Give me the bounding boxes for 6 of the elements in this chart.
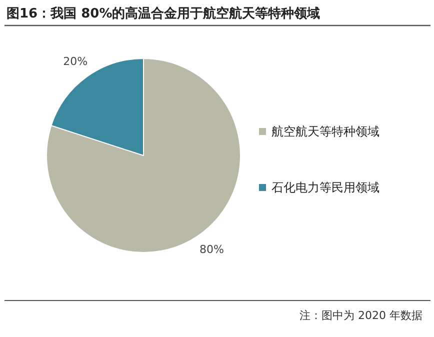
- data-label: 20%: [63, 55, 88, 68]
- legend-label: 石化电力等民用领域: [272, 180, 380, 194]
- data-label: 80%: [199, 242, 224, 256]
- chart-title: 图16：我国 80%的高温合金用于航空航天等特种领域: [6, 6, 320, 22]
- legend-label: 航空航天等特种领域: [272, 124, 380, 138]
- text: 注：图中为 2020 年数据: [300, 309, 423, 322]
